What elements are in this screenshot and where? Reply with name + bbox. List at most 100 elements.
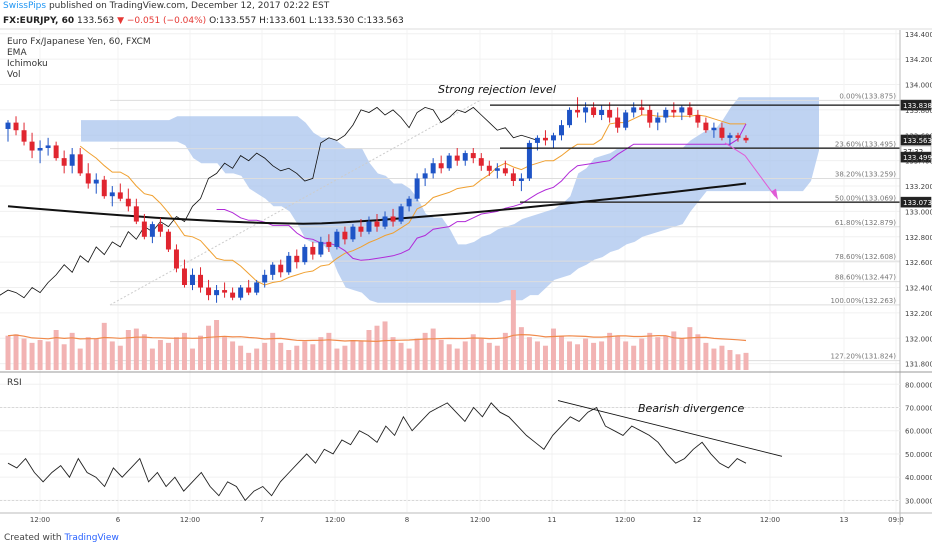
time-tick-label: 12:00 xyxy=(180,516,200,524)
candle-body xyxy=(85,173,91,184)
candle xyxy=(53,141,59,161)
candle xyxy=(454,147,460,166)
projection-arrow-head xyxy=(771,188,778,200)
candle xyxy=(198,267,204,293)
candle-body xyxy=(254,282,260,293)
fib-level-label: 50.00%(133.069) xyxy=(835,195,896,203)
candle xyxy=(254,279,260,296)
volume-bar xyxy=(679,338,685,370)
candle xyxy=(85,163,91,189)
volume-bar xyxy=(639,338,645,370)
candle-body xyxy=(679,107,685,113)
time-tick-label: 12:00 xyxy=(470,516,490,524)
price-tag-box xyxy=(900,99,932,111)
price-tag-label: 133.563 xyxy=(903,137,932,145)
candle xyxy=(494,163,500,179)
candle xyxy=(374,213,380,232)
fib-level-label: 88.60%(132.447) xyxy=(835,274,896,282)
rsi-pane-label[interactable]: RSI xyxy=(7,378,22,388)
candle xyxy=(222,282,228,298)
candle-body xyxy=(711,127,717,131)
volume-bar xyxy=(470,334,476,370)
price-tick-label: 132.200 xyxy=(905,310,932,318)
candle xyxy=(77,147,83,176)
candle xyxy=(310,241,316,260)
volume-bar xyxy=(53,330,59,370)
candle xyxy=(238,285,244,301)
candle xyxy=(550,132,556,148)
volume-bar xyxy=(486,342,492,370)
volume-bar xyxy=(526,337,532,370)
fib-level-label: 61.80%(132.879) xyxy=(835,219,896,227)
volume-bar xyxy=(342,345,348,370)
candle-body xyxy=(13,122,19,131)
candle xyxy=(334,229,340,250)
candle xyxy=(470,147,476,164)
candle xyxy=(61,150,67,174)
projection-arrow xyxy=(744,155,776,197)
candle-body xyxy=(623,112,629,128)
high-value: H:133.601 xyxy=(259,16,307,26)
projection-arrow-start xyxy=(724,142,746,157)
indicator-vol[interactable]: Vol xyxy=(7,70,21,80)
volume-bar xyxy=(238,345,244,370)
publisher-username[interactable]: SwissPips xyxy=(3,1,47,11)
indicator-ema[interactable]: EMA xyxy=(7,48,27,58)
volume-bar xyxy=(687,327,693,370)
volume-bar xyxy=(286,350,292,370)
candle-body xyxy=(430,163,436,174)
tradingview-logo-text[interactable]: TradingView xyxy=(64,533,119,543)
candle xyxy=(398,203,404,225)
symbol-label[interactable]: FX:EURJPY, 60 xyxy=(3,16,75,26)
volume-bar xyxy=(101,322,107,370)
candle-body xyxy=(181,268,187,285)
candle-body xyxy=(615,117,621,128)
candle-body xyxy=(631,107,637,113)
volume-bar xyxy=(157,340,163,370)
candle-body xyxy=(222,290,228,293)
candle-body xyxy=(125,198,131,207)
candle-body xyxy=(109,192,115,197)
volume-bar xyxy=(85,337,91,370)
volume-bar xyxy=(559,335,564,370)
publish-header: SwissPips published on TradingView.com, … xyxy=(3,1,329,11)
volume-bar xyxy=(334,348,340,370)
instrument-label[interactable]: Euro Fx/Japanese Yen, 60, FXCM xyxy=(7,37,151,47)
candle-body xyxy=(45,145,51,148)
candle-body xyxy=(470,153,476,159)
divergence-trendline xyxy=(557,400,783,457)
candle-body xyxy=(165,231,171,250)
rsi-line xyxy=(7,402,747,502)
tenkan-sen-line xyxy=(79,114,746,286)
volume-bar xyxy=(190,348,195,370)
volume-bar xyxy=(599,341,605,370)
created-with-text: Created with xyxy=(4,533,62,543)
volume-bar xyxy=(743,352,749,370)
candle xyxy=(663,107,669,123)
low-value: L:133.530 xyxy=(309,16,355,26)
candle-body xyxy=(366,221,372,232)
candle xyxy=(190,268,195,291)
indicator-ichimoku[interactable]: Ichimoku xyxy=(7,59,48,69)
candle xyxy=(133,198,139,225)
volume-bar xyxy=(141,334,147,370)
rsi-tick-label: 80.0000 xyxy=(905,381,932,389)
candle-body xyxy=(575,109,581,113)
volume-bar xyxy=(430,328,436,370)
candle-body xyxy=(591,107,597,115)
candle-body xyxy=(478,158,484,166)
candle-body xyxy=(406,198,412,207)
price-tick-label: 133.000 xyxy=(905,208,932,216)
candle-body xyxy=(157,224,163,232)
candle xyxy=(711,122,717,138)
candle xyxy=(695,109,701,128)
candle-body xyxy=(117,192,123,199)
price-tick-label: 132.800 xyxy=(905,234,932,242)
candle-body xyxy=(206,287,212,296)
candle-body xyxy=(53,145,59,159)
volume-bar xyxy=(5,335,11,370)
candle xyxy=(214,285,220,303)
candle-body xyxy=(462,153,468,161)
candle xyxy=(69,147,75,174)
candle-body xyxy=(671,109,677,113)
